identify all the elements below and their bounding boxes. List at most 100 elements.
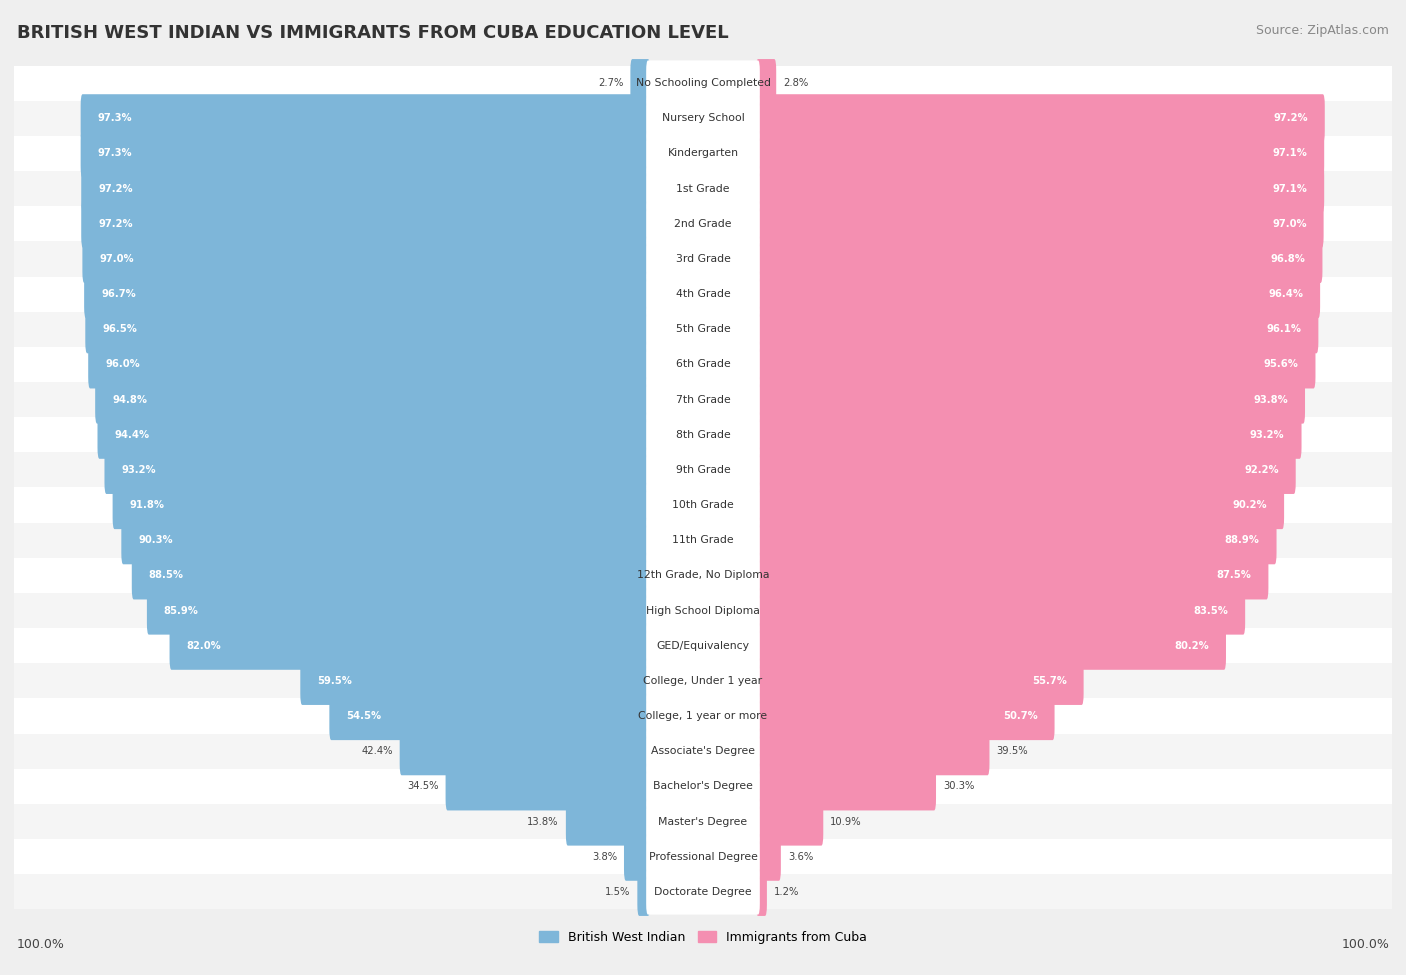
Text: 6th Grade: 6th Grade xyxy=(676,360,730,370)
FancyBboxPatch shape xyxy=(756,95,1324,142)
Text: 88.9%: 88.9% xyxy=(1225,535,1260,545)
Text: Associate's Degree: Associate's Degree xyxy=(651,746,755,757)
Text: Doctorate Degree: Doctorate Degree xyxy=(654,887,752,897)
FancyBboxPatch shape xyxy=(104,446,650,494)
Bar xyxy=(14,171,1392,206)
FancyBboxPatch shape xyxy=(756,130,1324,177)
FancyBboxPatch shape xyxy=(647,60,759,106)
Bar xyxy=(14,628,1392,663)
Bar xyxy=(14,488,1392,523)
Text: Master's Degree: Master's Degree xyxy=(658,816,748,827)
Text: 96.4%: 96.4% xyxy=(1268,290,1303,299)
Text: 13.8%: 13.8% xyxy=(527,816,558,827)
FancyBboxPatch shape xyxy=(647,377,759,422)
FancyBboxPatch shape xyxy=(756,692,1054,740)
Bar xyxy=(14,65,1392,100)
Text: 83.5%: 83.5% xyxy=(1194,605,1229,615)
Text: 1.5%: 1.5% xyxy=(605,887,630,897)
FancyBboxPatch shape xyxy=(647,518,759,563)
Bar xyxy=(14,206,1392,242)
FancyBboxPatch shape xyxy=(399,727,650,775)
FancyBboxPatch shape xyxy=(756,727,990,775)
Text: 1.2%: 1.2% xyxy=(773,887,800,897)
Bar xyxy=(14,417,1392,452)
Text: College, Under 1 year: College, Under 1 year xyxy=(644,676,762,685)
Text: 8th Grade: 8th Grade xyxy=(676,430,730,440)
Bar xyxy=(14,875,1392,910)
Text: 96.7%: 96.7% xyxy=(101,290,136,299)
FancyBboxPatch shape xyxy=(647,658,759,704)
Text: 9th Grade: 9th Grade xyxy=(676,465,730,475)
Text: 97.2%: 97.2% xyxy=(98,183,132,194)
FancyBboxPatch shape xyxy=(132,551,650,600)
Bar xyxy=(14,839,1392,875)
FancyBboxPatch shape xyxy=(647,341,759,387)
Text: 90.2%: 90.2% xyxy=(1233,500,1267,510)
FancyBboxPatch shape xyxy=(647,412,759,457)
FancyBboxPatch shape xyxy=(647,728,759,774)
Text: 87.5%: 87.5% xyxy=(1216,570,1251,580)
Text: College, 1 year or more: College, 1 year or more xyxy=(638,711,768,722)
Text: 30.3%: 30.3% xyxy=(943,781,974,792)
FancyBboxPatch shape xyxy=(84,270,650,318)
FancyBboxPatch shape xyxy=(647,763,759,809)
Text: 59.5%: 59.5% xyxy=(318,676,352,685)
FancyBboxPatch shape xyxy=(301,657,650,705)
FancyBboxPatch shape xyxy=(647,236,759,282)
FancyBboxPatch shape xyxy=(756,657,1084,705)
FancyBboxPatch shape xyxy=(756,270,1320,318)
FancyBboxPatch shape xyxy=(756,551,1268,600)
FancyBboxPatch shape xyxy=(756,200,1323,248)
Text: 93.8%: 93.8% xyxy=(1253,395,1288,405)
Text: 93.2%: 93.2% xyxy=(1250,430,1285,440)
FancyBboxPatch shape xyxy=(756,375,1305,424)
Bar xyxy=(14,663,1392,698)
Bar xyxy=(14,698,1392,733)
Text: 2.7%: 2.7% xyxy=(598,78,623,88)
Text: 55.7%: 55.7% xyxy=(1032,676,1067,685)
Text: 96.1%: 96.1% xyxy=(1267,325,1302,334)
FancyBboxPatch shape xyxy=(756,516,1277,565)
Text: 80.2%: 80.2% xyxy=(1174,641,1209,650)
FancyBboxPatch shape xyxy=(82,165,650,213)
Text: 3.8%: 3.8% xyxy=(592,852,617,862)
Text: 94.4%: 94.4% xyxy=(114,430,149,440)
Text: 3rd Grade: 3rd Grade xyxy=(675,254,731,264)
Text: 97.0%: 97.0% xyxy=(100,254,134,264)
Bar xyxy=(14,312,1392,347)
Text: 93.2%: 93.2% xyxy=(121,465,156,475)
Text: Source: ZipAtlas.com: Source: ZipAtlas.com xyxy=(1256,24,1389,37)
Bar xyxy=(14,382,1392,417)
FancyBboxPatch shape xyxy=(756,587,1246,635)
FancyBboxPatch shape xyxy=(647,799,759,844)
Text: 97.0%: 97.0% xyxy=(1272,218,1306,229)
Text: 42.4%: 42.4% xyxy=(361,746,392,757)
FancyBboxPatch shape xyxy=(80,130,650,177)
Text: 97.2%: 97.2% xyxy=(98,218,132,229)
FancyBboxPatch shape xyxy=(89,340,650,388)
FancyBboxPatch shape xyxy=(756,868,766,916)
Text: High School Diploma: High School Diploma xyxy=(647,605,759,615)
FancyBboxPatch shape xyxy=(170,622,650,670)
Bar xyxy=(14,769,1392,804)
Bar xyxy=(14,100,1392,136)
FancyBboxPatch shape xyxy=(121,516,650,565)
Text: 97.3%: 97.3% xyxy=(97,113,132,123)
Text: 10.9%: 10.9% xyxy=(831,816,862,827)
Text: 4th Grade: 4th Grade xyxy=(676,290,730,299)
Bar xyxy=(14,523,1392,558)
Bar xyxy=(14,242,1392,277)
Text: 39.5%: 39.5% xyxy=(997,746,1028,757)
FancyBboxPatch shape xyxy=(756,59,776,107)
Text: 94.8%: 94.8% xyxy=(112,395,148,405)
Text: 7th Grade: 7th Grade xyxy=(676,395,730,405)
Text: 1st Grade: 1st Grade xyxy=(676,183,730,194)
FancyBboxPatch shape xyxy=(82,200,650,248)
FancyBboxPatch shape xyxy=(630,59,650,107)
FancyBboxPatch shape xyxy=(80,95,650,142)
FancyBboxPatch shape xyxy=(565,798,650,845)
FancyBboxPatch shape xyxy=(756,762,936,810)
FancyBboxPatch shape xyxy=(96,375,650,424)
FancyBboxPatch shape xyxy=(647,271,759,317)
FancyBboxPatch shape xyxy=(647,869,759,915)
